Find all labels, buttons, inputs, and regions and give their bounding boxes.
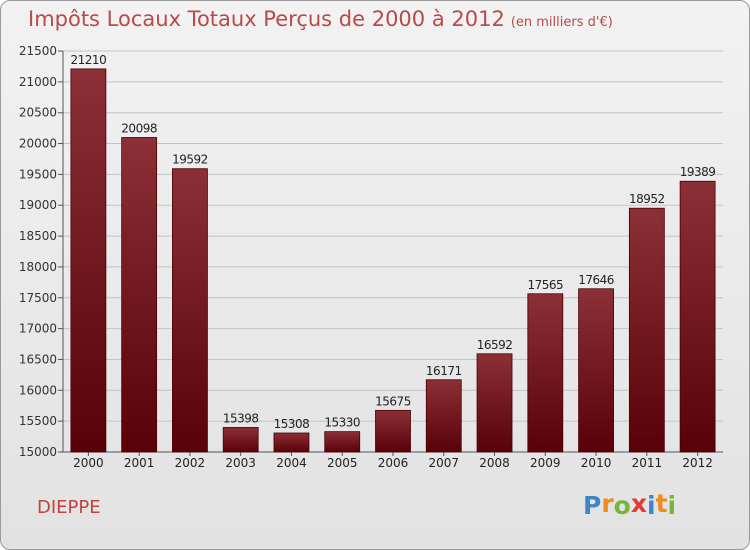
logo-letter: P — [583, 491, 602, 520]
bar-2007 — [425, 379, 462, 453]
chart-subtitle: (en milliers d'€) — [510, 15, 613, 30]
x-tick-label: 2004 — [276, 456, 307, 470]
bar-2001 — [121, 137, 158, 453]
logo-letter: r — [601, 489, 614, 518]
y-tick-label: 17000 — [19, 322, 57, 336]
x-tick-label: 2012 — [682, 456, 713, 470]
logo-letter: i — [647, 491, 656, 520]
y-tick-label: 17500 — [19, 291, 57, 305]
bar-2010 — [578, 288, 614, 453]
y-tick-label: 16000 — [19, 383, 57, 397]
x-tick-label: 2002 — [175, 456, 206, 470]
data-labels: 21210 20098 19592 15398 15308 15330 15675 16171… — [71, 53, 716, 431]
y-tick-label: 16500 — [19, 352, 57, 366]
title-text: Impôts Locaux Totaux Perçus de 2000 à 20… — [28, 7, 505, 31]
x-tick-label: 2009 — [530, 456, 561, 470]
logo-letter: t — [655, 489, 668, 518]
x-tick-label: 2007 — [428, 456, 459, 470]
x-tick-label: 2000 — [73, 456, 104, 470]
y-tick-label: 21000 — [19, 75, 57, 89]
logo-letter: i — [667, 491, 677, 520]
bar-2012 — [679, 180, 716, 453]
data-label-2009: 17565 — [527, 278, 563, 292]
data-label-2003: 15398 — [223, 411, 259, 425]
y-tick-label: 20500 — [19, 106, 57, 120]
data-label-2002: 19592 — [172, 153, 208, 167]
grid — [58, 50, 723, 453]
data-label-2000: 21210 — [71, 53, 107, 67]
data-label-2008: 16592 — [477, 338, 513, 352]
data-label-2007: 16171 — [426, 364, 462, 378]
location-label: DIEPPE — [37, 497, 101, 518]
data-label-2010: 17646 — [578, 273, 614, 287]
bars — [70, 68, 716, 453]
x-tick-label: 2008 — [479, 456, 510, 470]
bar-2000 — [70, 68, 107, 453]
proxiti-logo[interactable]: Proxiti — [583, 489, 677, 520]
tick-labels: 15000 15500 16000 16500 17000 17500 18000 18500… — [19, 44, 713, 470]
bar-2011 — [628, 207, 665, 453]
x-tick-label: 2006 — [378, 456, 409, 470]
data-label-2004: 15308 — [274, 417, 310, 431]
y-tick-label: 20000 — [19, 137, 57, 151]
x-tick-label: 2005 — [327, 456, 358, 470]
x-tick-label: 2001 — [124, 456, 155, 470]
logo-letter: o — [613, 491, 631, 520]
y-tick-label: 21500 — [19, 44, 57, 58]
y-tick-label: 15500 — [19, 414, 57, 428]
bar-2003 — [222, 427, 259, 453]
y-tick-label: 18500 — [19, 229, 57, 243]
data-label-2012: 19389 — [680, 165, 716, 179]
y-tick-label: 19000 — [19, 198, 57, 212]
data-label-2006: 15675 — [375, 394, 411, 408]
bar-2005 — [324, 431, 361, 453]
y-tick-label: 18000 — [19, 260, 57, 274]
bar-2008 — [476, 353, 513, 453]
data-label-2011: 18952 — [629, 192, 665, 206]
bar-2006 — [375, 409, 411, 453]
x-tick-label: 2010 — [581, 456, 612, 470]
x-tick-label: 2003 — [225, 456, 256, 470]
data-label-2005: 15330 — [324, 416, 360, 430]
y-tick-label: 19500 — [19, 167, 57, 181]
y-tick-label: 15000 — [19, 445, 57, 459]
x-tick-label: 2011 — [632, 456, 663, 470]
data-label-2001: 20098 — [121, 121, 157, 135]
logo-letter: x — [630, 489, 647, 518]
bar-2009 — [527, 293, 564, 453]
bar-2004 — [273, 432, 310, 453]
bar-2002 — [172, 168, 208, 453]
chart-title: Impôts Locaux Totaux Perçus de 2000 à 20… — [28, 7, 613, 31]
